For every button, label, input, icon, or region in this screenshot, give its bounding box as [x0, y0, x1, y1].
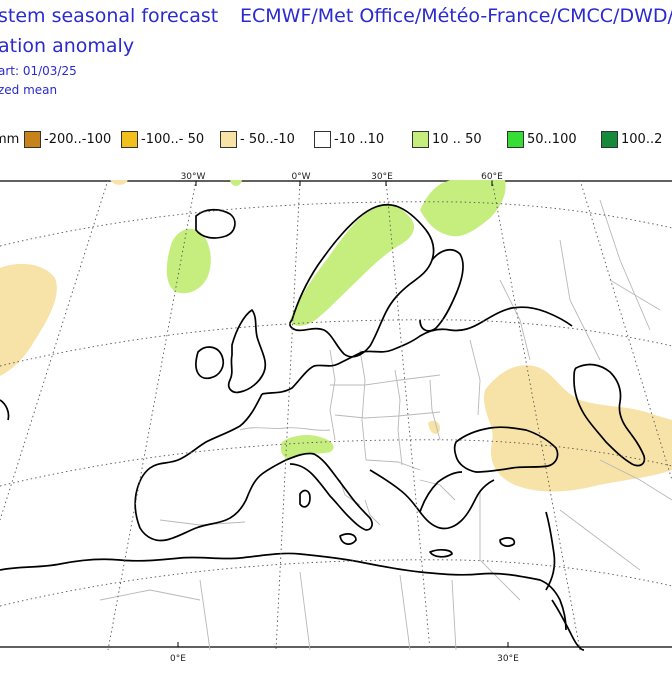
tick-label-top-30w: 30°W: [181, 172, 206, 182]
coast-sicily: [339, 533, 357, 545]
legend-label: 50..100: [527, 131, 577, 147]
legend-item-100-50: -100..- 50: [121, 128, 204, 150]
legend-label: 10 .. 50: [432, 131, 482, 147]
coast-france-iberia: [134, 393, 287, 542]
legend-item-200-100: -200..-100: [24, 128, 111, 150]
legend-swatch: [507, 130, 524, 148]
forecast-map: 30°W 0°W 30°E 60°E 0°E 30°E: [0, 172, 672, 664]
coast-north-africa: [0, 552, 567, 631]
graticule: [0, 179, 672, 651]
legend-label: - 50..-10: [240, 131, 295, 147]
legend-swatch: [412, 130, 429, 148]
wet-anomaly-areas: [166, 180, 506, 459]
coast-italy: [285, 452, 373, 531]
coast-crete: [429, 548, 453, 558]
legend-label: -200..-100: [44, 131, 112, 147]
coast-cyprus: [499, 537, 516, 547]
title-line-2: ation anomaly: [0, 35, 135, 57]
legend-swatch: [121, 130, 138, 148]
legend-swatch: [220, 130, 237, 148]
legend-unit: mm: [0, 131, 20, 147]
coast-levant: [545, 511, 556, 591]
coast-iceland: [195, 208, 236, 239]
forecast-centres: ECMWF/Met Office/Météo-France/CMCC/DWD/: [240, 5, 672, 27]
title-line-1: stem seasonal forecast: [0, 5, 219, 27]
coast-ireland: [195, 346, 225, 380]
legend-swatch: [601, 130, 618, 148]
legend-label: 100..2: [621, 131, 663, 147]
legend-item-10-10: -10 ..10: [314, 128, 384, 150]
tick-label-top-30e: 30°E: [371, 172, 393, 182]
legend-item-10-50: 10 .. 50: [412, 128, 482, 150]
legend-swatch: [24, 130, 41, 148]
coast-greenland-edge: [0, 399, 10, 421]
legend-label: -100..- 50: [141, 131, 205, 147]
tick-label-bottom-30e: 30°E: [497, 654, 519, 664]
tick-label-top-60e: 60°E: [481, 172, 503, 182]
coast-western-europe: [261, 306, 573, 395]
mean-type-label: zed mean: [0, 83, 58, 97]
coast-aegean: [419, 471, 463, 513]
tick-label-bottom-0: 0°E: [170, 654, 186, 664]
legend-item-100-200: 100..2: [601, 128, 662, 150]
coast-great-britain: [227, 309, 267, 394]
legend-label: -10 ..10: [334, 131, 385, 147]
coast-black-sea: [453, 426, 559, 473]
legend-item-50-10: - 50..-10: [220, 128, 295, 150]
legend-swatch: [314, 130, 331, 148]
forecast-start-date: art: 01/03/25: [0, 64, 77, 78]
tick-label-top-0: 0°W: [291, 172, 310, 182]
legend-item-50-100: 50..100: [507, 128, 577, 150]
coast-red-sea: [551, 599, 585, 651]
coast-sardinia: [299, 489, 311, 508]
coast-caspian: [573, 363, 646, 467]
tick-marks: [177, 181, 509, 647]
coast-scandinavia: [289, 203, 435, 358]
coastlines: [0, 203, 646, 651]
coast-balkans: [369, 469, 495, 530]
